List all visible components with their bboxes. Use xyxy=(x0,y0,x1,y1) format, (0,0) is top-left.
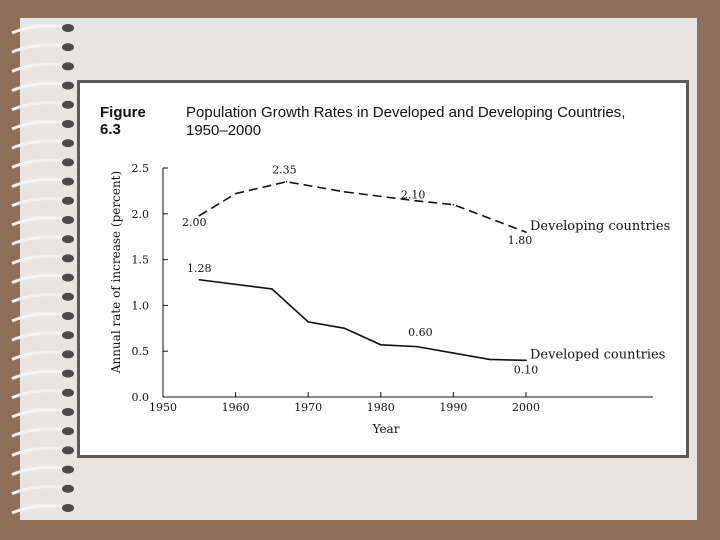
data-point xyxy=(416,200,418,202)
spiral-hole xyxy=(62,292,74,301)
x-tick-label: 1950 xyxy=(149,401,177,414)
spiral-coil xyxy=(11,177,67,188)
data-label: 2.10 xyxy=(401,189,426,202)
spiral-hole xyxy=(62,484,74,493)
y-axis-title: Annual rate of increase (percent) xyxy=(109,171,123,374)
spiral-hole xyxy=(62,273,74,282)
x-axis-title: Year xyxy=(372,422,400,436)
spiral-coil xyxy=(11,43,67,54)
spiral-hole xyxy=(62,427,74,436)
spiral-coil xyxy=(11,427,67,438)
x-tick-label: 1960 xyxy=(222,401,250,414)
data-point xyxy=(488,358,491,361)
spiral-coil xyxy=(11,331,67,342)
spiral-hole xyxy=(62,216,74,224)
y-tick-label: 0.5 xyxy=(132,345,150,358)
spiral-hole xyxy=(62,196,74,205)
spiral-coil xyxy=(11,158,67,169)
figure-label: Figure 6.3 xyxy=(100,104,146,138)
spiral-hole xyxy=(62,24,74,32)
spiral-coil xyxy=(11,446,67,457)
data-point xyxy=(525,359,527,362)
spiral-hole xyxy=(62,312,74,320)
y-tick-label: 0.0 xyxy=(132,391,150,404)
series-legend-label: Developed countries xyxy=(530,347,665,362)
spiral-hole xyxy=(62,235,74,244)
data-point xyxy=(271,288,273,290)
spiral-coil xyxy=(11,465,67,476)
developed-series-line xyxy=(199,278,527,362)
y-tick-label: 2.0 xyxy=(132,208,150,221)
spiral-coil xyxy=(11,216,67,227)
spiral-hole xyxy=(62,408,74,416)
spiral-hole xyxy=(62,100,74,109)
spiral-coil xyxy=(11,389,67,400)
data-point xyxy=(343,327,346,330)
y-tick-label: 2.5 xyxy=(132,162,150,175)
figure-title-line2: 1950–2000 xyxy=(186,122,262,139)
spiral-coil xyxy=(11,312,67,323)
spiral-hole xyxy=(62,62,74,71)
x-tick-label: 1980 xyxy=(367,401,395,414)
data-point xyxy=(525,231,527,233)
series-legend-label: Developing countries xyxy=(530,219,670,234)
spiral-coil xyxy=(11,504,67,515)
x-tick-label: 2000 xyxy=(512,401,540,414)
spiral-hole xyxy=(62,158,74,167)
data-point xyxy=(198,214,201,217)
data-label: 0.60 xyxy=(408,326,433,339)
spiral-coil xyxy=(11,197,67,208)
spiral-hole xyxy=(62,43,74,52)
data-label: 0.10 xyxy=(514,363,539,376)
figure-title-line1: Population Growth Rates in Developed and… xyxy=(186,104,626,121)
spiral-coil xyxy=(11,350,67,361)
spiral-coil xyxy=(11,254,67,265)
data-point xyxy=(416,345,418,348)
data-point xyxy=(285,180,288,183)
spiral-hole xyxy=(62,369,74,378)
data-label: 1.80 xyxy=(508,234,533,247)
spiral-hole xyxy=(62,350,74,359)
spiral-coil xyxy=(11,485,67,496)
spiral-hole xyxy=(62,120,74,128)
data-label: 2.00 xyxy=(182,216,207,229)
spiral-hole xyxy=(62,139,74,148)
spiral-hole xyxy=(62,388,74,397)
spiral-coil xyxy=(11,81,67,92)
spiral-coil xyxy=(11,62,67,73)
spiral-coil xyxy=(11,139,67,150)
spiral-coil xyxy=(11,24,67,35)
spiral-coil xyxy=(11,273,67,284)
y-tick-label: 1.0 xyxy=(132,299,150,312)
y-tick-label: 1.5 xyxy=(132,254,150,267)
spiral-coil xyxy=(11,369,67,380)
spiral-coil xyxy=(11,293,67,304)
spiral-hole xyxy=(62,465,74,474)
x-tick-label: 1970 xyxy=(294,401,322,414)
data-point xyxy=(452,352,455,354)
spiral-hole xyxy=(62,446,74,455)
data-point xyxy=(234,192,237,195)
data-label: 1.28 xyxy=(187,262,212,275)
data-label: 2.35 xyxy=(272,164,297,177)
data-point xyxy=(307,321,310,323)
spiral-coil xyxy=(11,120,67,131)
spiral-hole xyxy=(62,504,74,512)
spiral-coil xyxy=(11,101,67,112)
developing-series-line xyxy=(198,180,527,233)
data-point xyxy=(380,343,382,346)
spiral-hole xyxy=(62,254,74,263)
data-point xyxy=(198,278,201,281)
data-point xyxy=(452,203,455,206)
spiral-hole xyxy=(62,177,74,186)
data-point xyxy=(343,191,346,193)
x-tick-label: 1990 xyxy=(439,401,467,414)
figure-frame xyxy=(77,80,689,458)
spiral-hole xyxy=(62,331,74,340)
spiral-hole xyxy=(62,81,74,90)
spiral-coil xyxy=(11,408,67,419)
spiral-coil xyxy=(11,235,67,246)
